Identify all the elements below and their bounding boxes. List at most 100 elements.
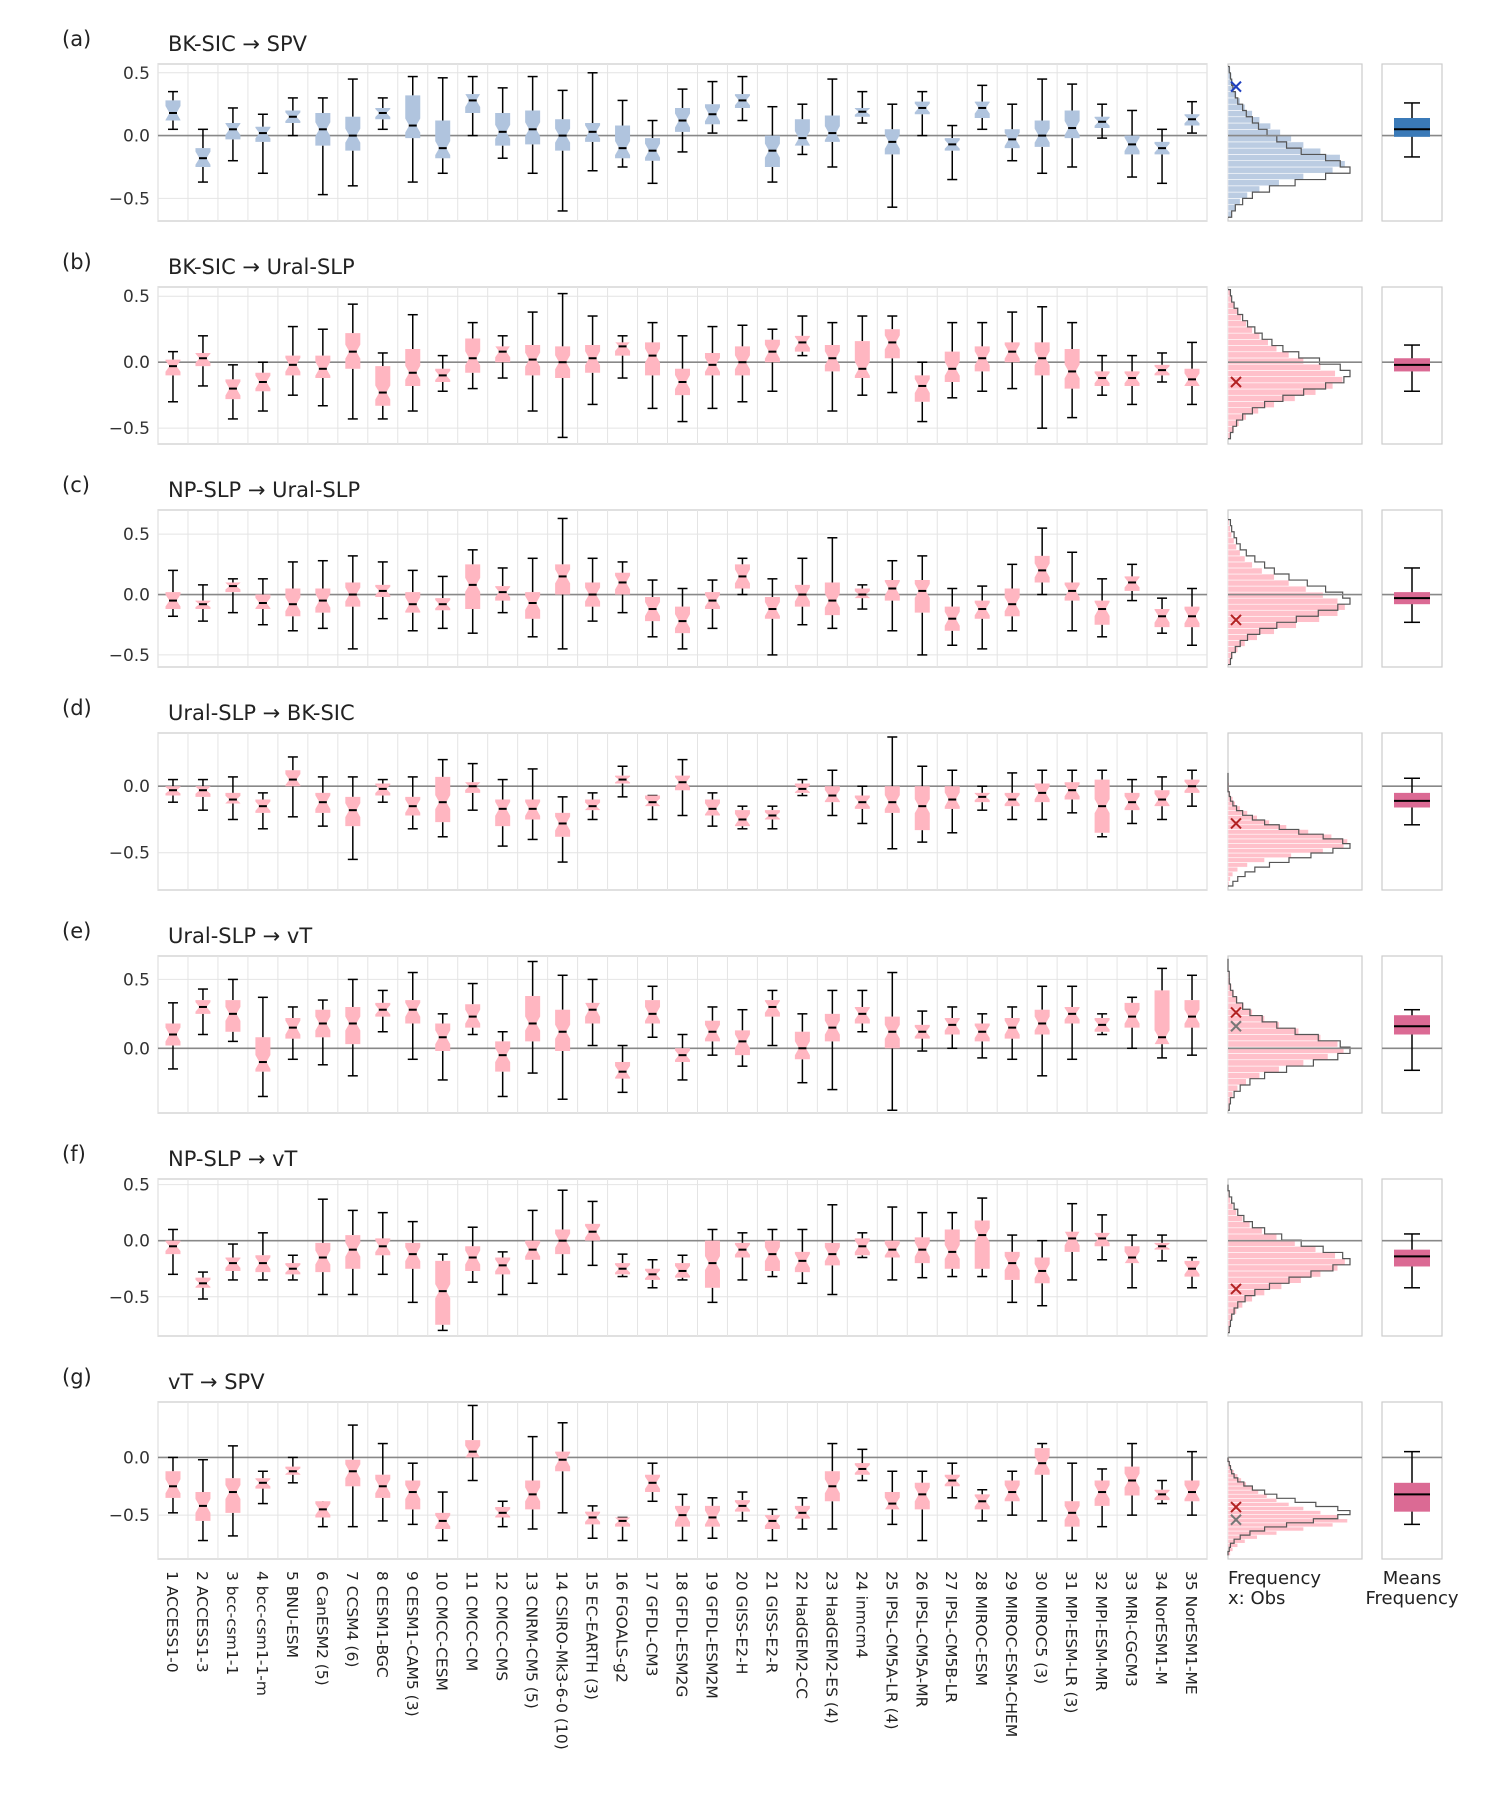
box-iqr [914,375,930,402]
box-iqr [914,580,930,613]
boxplot-model-35 [1184,1450,1200,1516]
boxplot-model-27 [944,1211,960,1278]
box-iqr [794,1251,810,1273]
boxplot-model-13 [525,557,541,638]
box-iqr [824,115,840,142]
x-tick-label-model: 11 CMCC-CM [463,1571,481,1671]
x-tick-label-model: 29 MIROC-ESM-CHEM [1002,1571,1020,1737]
box-iqr [435,776,451,823]
boxplot-model-11 [465,321,481,390]
obs-marker-stroke [1230,817,1242,830]
hist-bar [1227,1477,1242,1483]
box-iqr [465,338,481,373]
boxplot-model-33 [1124,563,1140,602]
boxplot-model-4 [255,996,271,1098]
x-tick-label-model: 3 bcc-csm1-1 [223,1571,241,1675]
hist-bar [1227,1264,1339,1272]
boxplot-model-29 [1004,1006,1020,1061]
hist-bar [1227,413,1247,421]
x-tick-label-model: 33 MRI-CGCM3 [1122,1571,1140,1687]
hist-bar [1227,1227,1263,1235]
hist-bar [1227,1307,1237,1315]
boxplot-model-34 [1154,597,1170,634]
box-iqr [585,1002,601,1024]
hist-bar [1227,852,1292,859]
boxplot-model-13 [525,75,541,175]
boxplot-model-21 [764,989,780,1047]
hist-bar [1227,848,1324,854]
box-iqr [794,119,810,146]
boxplot-model-9 [405,1462,421,1526]
boxplot-model-5 [285,756,301,818]
hist-bar [1227,549,1241,557]
boxplot-model-10 [435,1491,451,1542]
boxplot-model-18 [675,88,690,153]
boxplot-model-14 [555,517,571,650]
boxplot-model-18 [675,1254,690,1281]
boxplot-model-32 [1094,354,1110,396]
box-iqr [345,1459,361,1487]
hist-bar [1227,1008,1253,1016]
boxplot-model-35 [1184,1256,1200,1289]
hist-bar [1227,1040,1339,1048]
box-iqr [1064,1006,1080,1024]
hist-bar [1227,376,1343,384]
boxplot-model-24 [854,785,870,825]
hist-bar [1227,1465,1232,1470]
boxplot-model-19 [704,325,720,410]
boxplot-model-24 [854,315,870,396]
hist-bar [1227,72,1232,80]
hist-outline [1228,519,1351,666]
boxplot-model-12 [495,1500,511,1528]
boxplot-model-10 [435,1253,451,1332]
box-iqr [1004,1251,1020,1280]
box-iqr [345,1006,361,1045]
boxplot-model-23 [824,769,840,817]
means-box-iqr [1394,1015,1430,1035]
y-tick-label: 0.0 [123,777,150,797]
hist-outline [1227,1457,1351,1556]
hist-bar [1227,1493,1268,1499]
box-iqr [734,810,750,827]
hist-bar [1227,1065,1280,1073]
box-iqr [405,1000,421,1024]
hist-bar [1227,1208,1237,1216]
panel-b: (b) BK-SIC → Ural-SLP 0.5 0.0 −0.5 [62,250,1443,445]
hist-xlabel: x: Obs [1228,1588,1285,1609]
box-iqr [225,582,241,593]
hist-bar [1227,301,1235,309]
boxplot-model-23 [824,1204,840,1296]
boxplot-model-10 [435,354,451,392]
boxplot-model-9 [405,776,421,830]
box-iqr [405,349,421,386]
boxplot-model-3 [225,1445,241,1537]
y-tick-label: −0.5 [109,1288,150,1308]
boxplot-model-2 [195,988,211,1036]
hist-bar [1227,1059,1304,1067]
boxplot-model-35 [1184,341,1200,406]
boxplot-model-23 [824,1442,840,1530]
boxplot-model-7 [345,78,361,187]
boxplot-model-24 [854,584,870,610]
hist-bar [1227,567,1263,575]
box-iqr [465,1440,481,1458]
x-tick-label-model: 32 MPI-ESM-MR [1092,1571,1110,1692]
box-iqr [734,346,750,376]
boxplot-model-23 [824,537,840,630]
hist-bar [1227,147,1322,155]
box-iqr [675,1505,690,1527]
boxplot-model-8 [375,989,391,1033]
x-tick-label-model: 19 GFDL-ESM2M [702,1571,720,1699]
means-axes-frame [1381,509,1443,668]
boxplot-model-27 [944,769,960,834]
hist-bar [1227,876,1231,882]
box-iqr [764,1240,780,1271]
boxplot-model-4 [255,113,271,175]
x-tick-label-model: 23 HadGEM2-ES (4) [822,1571,840,1724]
hist-bar [1227,154,1341,162]
boxplot-model-25 [884,971,900,1111]
boxplot-model-15 [585,315,601,406]
hist-bar [1227,204,1236,212]
hist-bar [1227,537,1235,545]
boxplot-model-34 [1154,1479,1170,1505]
